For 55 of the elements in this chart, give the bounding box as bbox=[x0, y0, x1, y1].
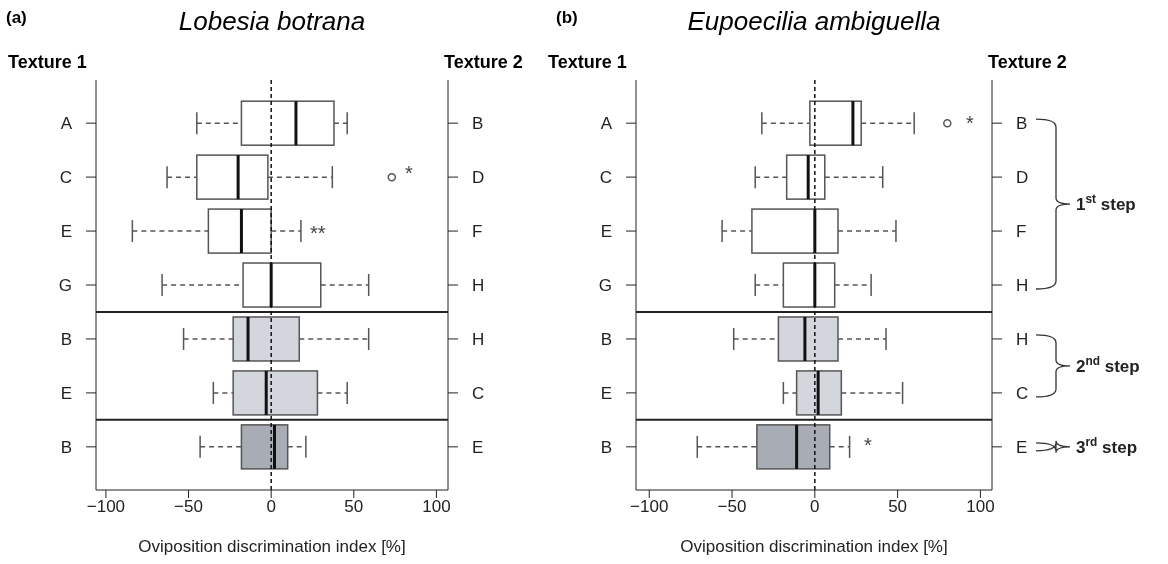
x-axis-title: Oviposition discrimination index [%] bbox=[680, 537, 948, 556]
y-tick-label: G bbox=[58, 276, 72, 296]
y2-tick-label: B bbox=[472, 114, 484, 134]
y2-axis-title: Texture 2 bbox=[988, 52, 1067, 73]
annotation: * bbox=[863, 434, 873, 457]
x-tick-label: −100 bbox=[86, 497, 126, 517]
y-tick-label: B bbox=[60, 329, 72, 349]
y-axis-title: Texture 1 bbox=[8, 52, 87, 73]
annotation: * bbox=[965, 112, 975, 135]
text: 3$^{rd}$ step bbox=[1076, 434, 1138, 457]
y-axis-title: Texture 1 bbox=[548, 52, 627, 73]
y-tick-label: E bbox=[60, 222, 72, 242]
x-tick-label: 100 bbox=[966, 497, 995, 517]
y2-tick-label: F bbox=[1016, 222, 1027, 242]
y-tick-label: C bbox=[59, 168, 72, 188]
y-tick-label: B bbox=[600, 329, 612, 349]
annotation: * bbox=[404, 162, 414, 185]
x-tick-label: −50 bbox=[174, 497, 203, 517]
x-tick-label: 100 bbox=[422, 497, 451, 517]
y2-tick-label: H bbox=[1016, 276, 1029, 296]
chart-title: Eupoecilia ambiguella bbox=[686, 6, 942, 37]
y-tick-label: A bbox=[60, 114, 73, 134]
x-tick-label: −100 bbox=[630, 497, 669, 517]
x-tick-label: 50 bbox=[344, 497, 364, 517]
text: (b) bbox=[556, 8, 578, 28]
x-tick-label: 0 bbox=[810, 497, 820, 517]
y-tick-label: C bbox=[599, 168, 612, 188]
y2-tick-label: D bbox=[472, 168, 485, 188]
y2-tick-label: H bbox=[472, 276, 485, 296]
y-tick-label: B bbox=[60, 437, 72, 457]
x-axis-title: Oviposition discrimination index [%] bbox=[138, 537, 406, 556]
y2-axis-title: Texture 2 bbox=[444, 52, 523, 73]
y2-tick-label: D bbox=[1016, 168, 1029, 188]
chart-title: Lobesia botrana bbox=[177, 6, 367, 37]
y-tick-label: E bbox=[600, 383, 612, 403]
y-tick-label: E bbox=[60, 383, 72, 403]
y-tick-label: G bbox=[598, 276, 612, 296]
y2-tick-label: B bbox=[1016, 114, 1028, 134]
x-tick-label: 50 bbox=[888, 497, 908, 517]
text: 1$^{st}$ step bbox=[1076, 192, 1136, 215]
y-tick-label: E bbox=[600, 222, 612, 242]
y2-tick-label: C bbox=[472, 383, 485, 403]
y2-tick-label: H bbox=[1016, 329, 1029, 349]
y2-tick-label: F bbox=[472, 222, 483, 242]
y2-tick-label: E bbox=[472, 437, 484, 457]
y-tick-label: A bbox=[600, 114, 613, 134]
x-tick-label: −50 bbox=[717, 497, 747, 517]
annotation: ** bbox=[309, 222, 326, 245]
y2-tick-label: E bbox=[1016, 437, 1028, 457]
y2-tick-label: H bbox=[472, 329, 485, 349]
y2-tick-label: C bbox=[1016, 383, 1029, 403]
x-tick-label: 0 bbox=[266, 497, 276, 517]
text: 2$^{nd}$ step bbox=[1076, 353, 1140, 376]
y-tick-label: B bbox=[600, 437, 612, 457]
text: (a) bbox=[6, 8, 27, 28]
